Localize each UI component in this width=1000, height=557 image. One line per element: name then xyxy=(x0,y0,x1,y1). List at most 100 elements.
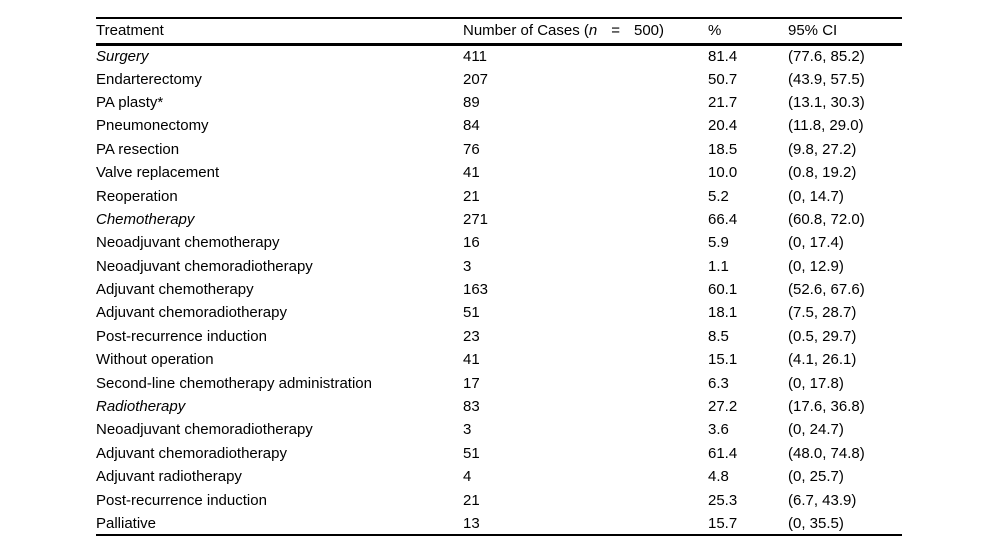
treatment-cell: PA resection xyxy=(96,140,180,158)
ci-cell: (60.8, 72.0) xyxy=(788,210,865,228)
ci-cell: (13.1, 30.3) xyxy=(788,93,865,111)
ci-cell: (17.6, 36.8) xyxy=(788,398,865,416)
section-row: Radiotherapy 83 27.2 (17.6, 36.8) xyxy=(96,395,902,418)
ci-cell: (0, 14.7) xyxy=(788,187,844,205)
ci-cell: (0, 35.5) xyxy=(788,514,844,532)
treatment-cell: Radiotherapy xyxy=(96,398,186,416)
percent-cell: 18.5 xyxy=(708,140,738,158)
treatment-cell: Post-recurrence induction xyxy=(96,491,267,509)
percent-cell: 1.1 xyxy=(708,257,729,275)
cases-cell: 13 xyxy=(463,514,480,532)
treatment-cell: PA plasty* xyxy=(96,93,164,111)
cases-cell: 21 xyxy=(463,187,480,205)
col-header-cases: Number of Cases (n = 500) xyxy=(463,18,708,44)
treatment-cell: Chemotherapy xyxy=(96,210,195,228)
percent-cell: 8.5 xyxy=(708,327,729,345)
cases-cell: 84 xyxy=(463,117,480,135)
percent-cell: 18.1 xyxy=(708,304,738,322)
table-header: Treatment Number of Cases (n = 500) % 95% … xyxy=(96,18,902,44)
ci-cell: (0.8, 19.2) xyxy=(788,164,857,182)
ci-cell: (0.5, 29.7) xyxy=(788,327,857,345)
percent-cell: 3.6 xyxy=(708,421,729,439)
treatment-cell: Adjuvant chemotherapy xyxy=(96,281,254,299)
percent-cell: 60.1 xyxy=(708,281,738,299)
percent-cell: 81.4 xyxy=(708,47,738,65)
table-row: Adjuvant chemotherapy 163 60.1 (52.6, 67.6) xyxy=(96,278,902,301)
table-row: Adjuvant chemoradiotherapy 51 18.1 (7.5, 28… xyxy=(96,301,902,324)
col-header-ci: 95% CI xyxy=(788,22,838,40)
treatment-cell: Palliative xyxy=(96,514,157,532)
cases-cell: 16 xyxy=(463,234,480,252)
table-row: Without operation 41 15.1 (4.1, 26.1) xyxy=(96,348,902,371)
percent-cell: 25.3 xyxy=(708,491,738,509)
ci-cell: (0, 17.8) xyxy=(788,374,844,392)
cases-cell: 41 xyxy=(463,351,480,369)
treatment-cell: Adjuvant radiotherapy xyxy=(96,468,242,486)
cases-header-n: n xyxy=(588,22,598,40)
cases-cell: 51 xyxy=(463,444,480,462)
col-header-percent: % xyxy=(708,22,722,40)
percent-cell: 15.7 xyxy=(708,514,738,532)
table-row: Post-recurrence induction 23 8.5 (0.5, 29.7… xyxy=(96,325,902,348)
ci-cell: (52.6, 67.6) xyxy=(788,281,865,299)
treatment-cell: Neoadjuvant chemotherapy xyxy=(96,234,280,252)
section-row: Surgery 411 81.4 (77.6, 85.2) xyxy=(96,44,902,67)
percent-cell: 50.7 xyxy=(708,70,738,88)
percent-cell: 66.4 xyxy=(708,210,738,228)
percent-cell: 20.4 xyxy=(708,117,738,135)
cases-cell: 163 xyxy=(463,281,489,299)
treatment-cell: Neoadjuvant chemoradiotherapy xyxy=(96,257,313,275)
ci-cell: (0, 25.7) xyxy=(788,468,844,486)
table-body: Surgery 411 81.4 (77.6, 85.2) Endarterectomy… xyxy=(96,44,902,535)
cases-cell: 4 xyxy=(463,468,472,486)
cases-cell: 76 xyxy=(463,140,480,158)
percent-cell: 5.2 xyxy=(708,187,729,205)
ci-cell: (9.8, 27.2) xyxy=(788,140,857,158)
ci-cell: (4.1, 26.1) xyxy=(788,351,857,369)
ci-cell: (0, 17.4) xyxy=(788,234,844,252)
cases-cell: 51 xyxy=(463,304,480,322)
percent-cell: 15.1 xyxy=(708,351,738,369)
ci-cell: (43.9, 57.5) xyxy=(788,70,865,88)
treatment-cell: Second-line chemotherapy administration xyxy=(96,374,372,392)
cases-cell: 3 xyxy=(463,421,472,439)
percent-cell: 6.3 xyxy=(708,374,729,392)
treatment-cell: Surgery xyxy=(96,47,149,65)
table-row: PA plasty* 89 21.7 (13.1, 30.3) xyxy=(96,91,902,114)
table-row: Valve replacement 41 10.0 (0.8, 19.2) xyxy=(96,161,902,184)
treatment-cell: Post-recurrence induction xyxy=(96,327,267,345)
cases-cell: 83 xyxy=(463,398,480,416)
cases-cell: 271 xyxy=(463,210,489,228)
cases-cell: 21 xyxy=(463,491,480,509)
percent-cell: 5.9 xyxy=(708,234,729,252)
table-row: PA resection 76 18.5 (9.8, 27.2) xyxy=(96,138,902,161)
treatment-cell: Adjuvant chemoradiotherapy xyxy=(96,444,287,462)
col-header-treatment: Treatment xyxy=(96,22,164,40)
treatment-cell: Endarterectomy xyxy=(96,70,202,88)
cases-cell: 89 xyxy=(463,93,480,111)
table-row: Pneumonectomy 84 20.4 (11.8, 29.0) xyxy=(96,114,902,137)
cases-cell: 41 xyxy=(463,164,480,182)
header-row: Treatment Number of Cases (n = 500) % 95% … xyxy=(96,18,902,44)
percent-cell: 61.4 xyxy=(708,444,738,462)
cases-cell: 411 xyxy=(463,47,487,65)
cases-cell: 23 xyxy=(463,327,480,345)
cases-cell: 17 xyxy=(463,374,480,392)
treatment-cell: Neoadjuvant chemoradiotherapy xyxy=(96,421,313,439)
table-row: Neoadjuvant chemoradiotherapy 3 3.6 (0, 24.… xyxy=(96,418,902,441)
treatment-cell: Valve replacement xyxy=(96,164,220,182)
table-row: Adjuvant radiotherapy 4 4.8 (0, 25.7) xyxy=(96,465,902,488)
treatment-cell: Reoperation xyxy=(96,187,178,205)
table-row: Palliative 13 15.7 (0, 35.5) xyxy=(96,512,902,535)
table-row: Second-line chemotherapy administration 1… xyxy=(96,371,902,394)
cases-header-prefix: Number of Cases ( xyxy=(463,22,589,40)
section-row: Chemotherapy 271 66.4 (60.8, 72.0) xyxy=(96,208,902,231)
ci-cell: (7.5, 28.7) xyxy=(788,304,857,322)
treatment-cell: Without operation xyxy=(96,351,214,369)
ci-cell: (0, 24.7) xyxy=(788,421,844,439)
table-row: Post-recurrence induction 21 25.3 (6.7, 43.… xyxy=(96,488,902,511)
percent-cell: 27.2 xyxy=(708,398,738,416)
percent-cell: 10.0 xyxy=(708,164,738,182)
percent-cell: 21.7 xyxy=(708,93,738,111)
